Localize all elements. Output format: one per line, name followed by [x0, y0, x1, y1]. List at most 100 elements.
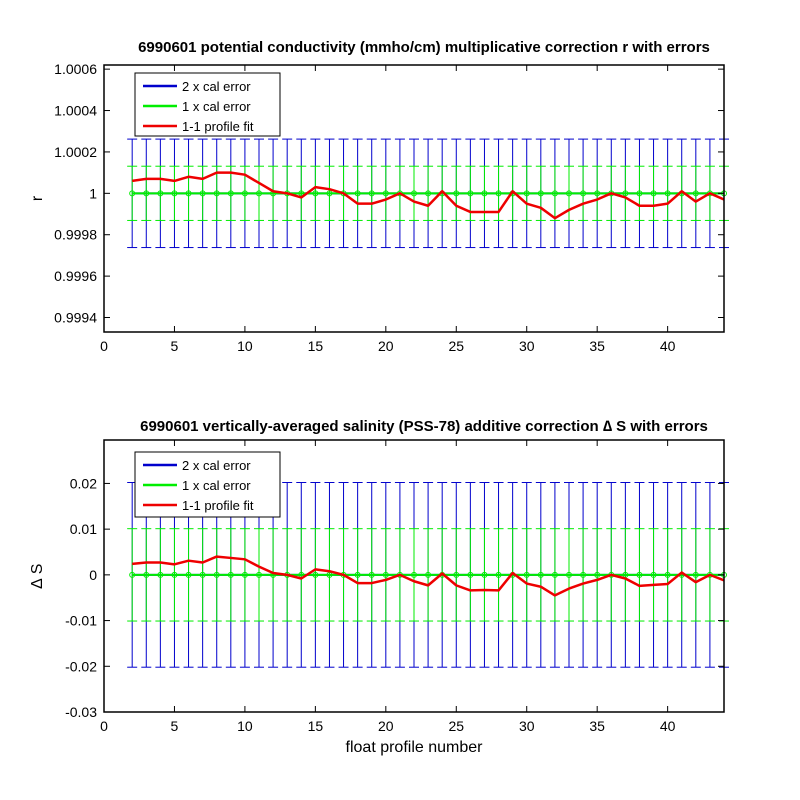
mean-marker — [692, 571, 699, 578]
x-tick-label: 10 — [237, 718, 253, 734]
mean-marker — [185, 571, 192, 578]
y-tick-label: 0 — [89, 567, 97, 583]
x-tick-label: 0 — [100, 338, 108, 354]
mean-marker — [537, 571, 544, 578]
mean-marker — [594, 571, 601, 578]
mean-marker — [312, 571, 319, 578]
x-tick-label: 20 — [378, 718, 394, 734]
mean-marker — [580, 190, 587, 197]
mean-marker — [143, 190, 150, 197]
chart-title: 6990601 vertically-averaged salinity (PS… — [140, 418, 708, 435]
mean-marker — [157, 190, 164, 197]
mean-marker — [298, 190, 305, 197]
x-tick-label: 25 — [448, 718, 464, 734]
mean-marker — [453, 190, 460, 197]
x-tick-label: 30 — [519, 718, 535, 734]
x-tick-label: 35 — [589, 338, 605, 354]
axes-box — [103, 64, 725, 333]
mean-marker — [481, 190, 488, 197]
mean-marker — [129, 571, 136, 578]
legend-entry-label: 1-1 profile fit — [182, 119, 254, 134]
x-tick-label: 10 — [237, 338, 253, 354]
mean-marker — [425, 190, 432, 197]
chart-title: 6990601 potential conductivity (mmho/cm)… — [138, 39, 710, 56]
series-line-profile-fit — [131, 171, 725, 220]
x-tick-label: 30 — [519, 338, 535, 354]
y-tick-label: -0.02 — [65, 658, 97, 674]
mean-marker — [129, 190, 136, 197]
legend-entry-label: 1 x cal error — [182, 99, 251, 114]
y-tick-label: 1 — [89, 185, 97, 201]
mean-marker — [551, 571, 558, 578]
y-tick-label: 0.02 — [70, 475, 97, 491]
mean-marker — [664, 571, 671, 578]
mean-marker — [354, 571, 361, 578]
mean-marker — [382, 190, 389, 197]
mean-marker — [523, 571, 530, 578]
mean-marker — [312, 190, 319, 197]
panel-salinity-correction: 6990601 vertically-averaged salinity (PS… — [29, 418, 729, 756]
mean-marker — [382, 571, 389, 578]
x-tick-label: 5 — [171, 718, 179, 734]
mean-marker — [171, 190, 178, 197]
y-tick-label: 0.9998 — [54, 227, 97, 243]
x-tick-label: 5 — [171, 338, 179, 354]
mean-marker — [256, 190, 262, 197]
x-tick-label: 20 — [378, 338, 394, 354]
mean-marker — [692, 190, 699, 197]
x-tick-label: 15 — [308, 338, 324, 354]
x-tick-label: 15 — [308, 718, 324, 734]
x-axis-label: float profile number — [346, 739, 484, 756]
legend-entry-label: 2 x cal error — [182, 458, 251, 473]
mean-marker — [256, 571, 262, 578]
axes-box — [103, 439, 725, 713]
mean-marker — [551, 190, 558, 197]
x-tick-label: 35 — [589, 718, 605, 734]
mean-marker — [594, 190, 601, 197]
mean-marker — [537, 190, 544, 197]
x-tick-label: 40 — [660, 338, 676, 354]
legend-entry-label: 1-1 profile fit — [182, 498, 254, 513]
mean-marker — [199, 571, 206, 578]
mean-marker — [185, 190, 192, 197]
mean-marker — [664, 190, 671, 197]
y-tick-label: 1.0006 — [54, 61, 97, 77]
mean-marker — [143, 571, 150, 578]
mean-marker — [453, 571, 460, 578]
mean-marker — [523, 190, 530, 197]
mean-marker — [326, 190, 333, 197]
y-tick-label: 0.9996 — [54, 268, 97, 284]
mean-marker — [368, 571, 375, 578]
x-tick-label: 0 — [100, 718, 108, 734]
mean-marker — [227, 190, 234, 197]
mean-marker — [636, 571, 643, 578]
mean-marker — [411, 571, 417, 578]
y-tick-label: -0.03 — [65, 704, 97, 720]
mean-marker — [368, 190, 375, 197]
y-tick-label: -0.01 — [65, 613, 97, 629]
y-axis-label: r — [29, 195, 46, 201]
mean-marker — [157, 571, 164, 578]
x-tick-label: 40 — [660, 718, 676, 734]
y-tick-label: 0.01 — [70, 521, 97, 537]
x-tick-label: 25 — [448, 338, 464, 354]
mean-marker — [213, 190, 220, 197]
y-axis-label: ∆ S — [29, 564, 46, 589]
mean-marker — [467, 190, 474, 197]
mean-marker — [481, 571, 488, 578]
mean-marker — [580, 571, 587, 578]
mean-marker — [241, 571, 248, 578]
series-line-profile-fit — [132, 555, 725, 597]
y-tick-label: 1.0002 — [54, 144, 97, 160]
mean-marker — [636, 190, 643, 197]
y-tick-label: 0.9994 — [54, 310, 97, 326]
mean-marker — [411, 190, 417, 197]
mean-marker — [467, 571, 474, 578]
mean-marker — [495, 571, 502, 578]
mean-marker — [199, 190, 206, 197]
y-tick-label: 1.0004 — [54, 103, 97, 119]
mean-marker — [650, 571, 657, 578]
panel-conductivity-correction: 6990601 potential conductivity (mmho/cm)… — [29, 39, 729, 354]
mean-marker — [425, 571, 432, 578]
